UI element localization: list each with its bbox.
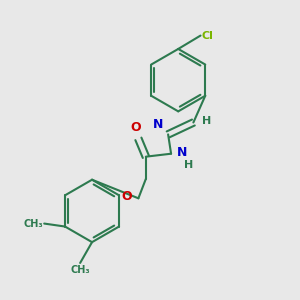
Text: H: H — [184, 160, 194, 170]
Text: O: O — [130, 122, 141, 134]
Text: N: N — [176, 146, 187, 159]
Text: O: O — [121, 190, 132, 203]
Text: CH₃: CH₃ — [23, 219, 43, 229]
Text: N: N — [152, 118, 163, 131]
Text: H: H — [202, 116, 212, 126]
Text: Cl: Cl — [202, 31, 214, 40]
Text: CH₃: CH₃ — [70, 265, 90, 275]
